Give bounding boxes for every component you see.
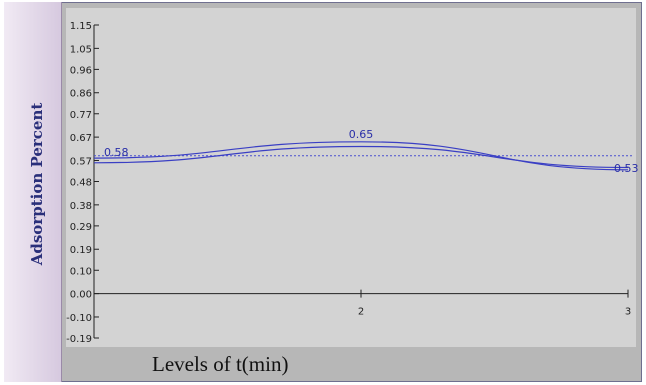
y-tick-label: 0.00 <box>70 290 92 301</box>
x-tick-label: 3 <box>625 307 631 318</box>
y-tick-label: 0.57 <box>70 156 92 167</box>
y-tick-label: 0.29 <box>70 222 92 233</box>
x-tick-label: 2 <box>358 307 364 318</box>
y-tick-label: 0.67 <box>70 133 92 144</box>
y-tick-label: 0.96 <box>70 65 92 76</box>
series-line-1 <box>93 141 629 171</box>
y-tick-label: 1.05 <box>70 44 92 55</box>
series-line-2 <box>93 145 629 169</box>
y-tick-label: -0.10 <box>66 313 92 324</box>
data-label: 0.53 <box>614 162 639 175</box>
y-tick-label: 0.38 <box>70 201 92 212</box>
x-axis-label: Levels of t(min) <box>152 352 289 376</box>
y-tick-label: 0.86 <box>70 89 92 100</box>
y-tick-label: 0.19 <box>70 245 92 256</box>
y-tick-label: 1.15 <box>70 21 92 32</box>
data-label: 0.58 <box>104 146 129 159</box>
y-tick-label: 0.48 <box>70 178 92 189</box>
data-label: 0.65 <box>349 128 374 141</box>
y-axis-label-panel: Adsorption Percent <box>4 2 62 382</box>
plot-area <box>66 8 636 347</box>
y-tick-label: 0.77 <box>70 110 92 121</box>
y-tick-label: -0.19 <box>66 334 92 345</box>
y-tick-label: 0.10 <box>70 266 92 277</box>
